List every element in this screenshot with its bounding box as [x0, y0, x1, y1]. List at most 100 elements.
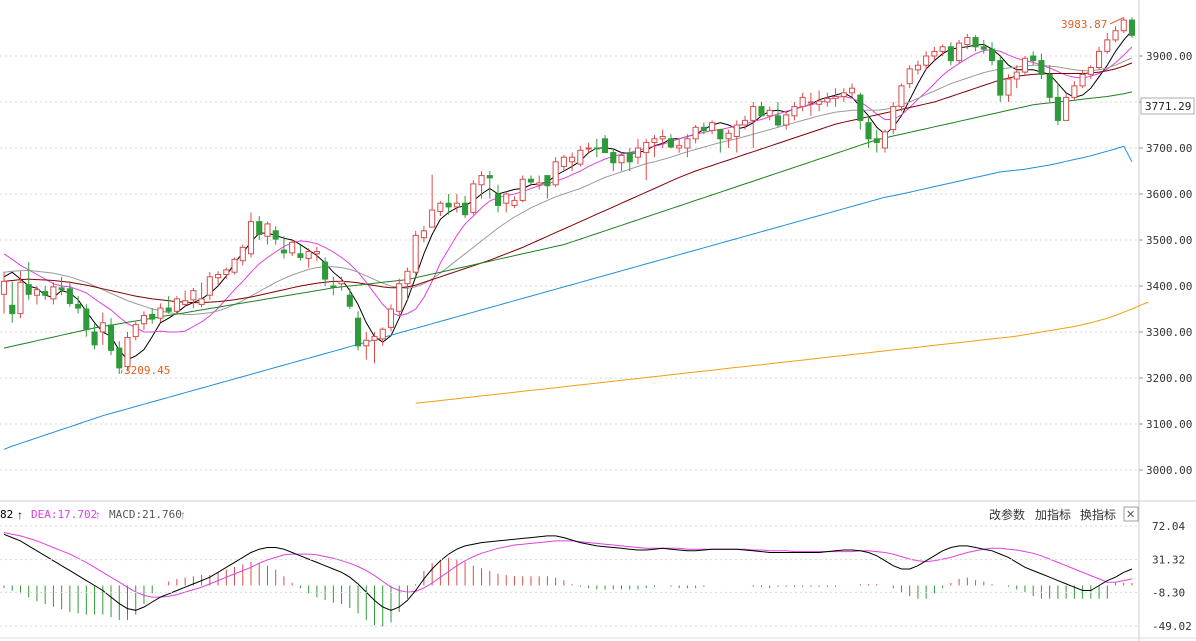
candle[interactable]	[601, 135, 609, 154]
candle[interactable]	[387, 304, 395, 332]
candle[interactable]	[453, 194, 460, 213]
candle[interactable]	[758, 102, 765, 117]
candle[interactable]	[783, 111, 790, 130]
candle[interactable]	[17, 271, 24, 319]
candle[interactable]	[182, 290, 189, 307]
candle[interactable]	[1120, 17, 1127, 33]
candle[interactable]	[898, 83, 905, 112]
candle[interactable]	[494, 184, 502, 213]
candle[interactable]	[486, 171, 493, 199]
candle[interactable]	[363, 332, 370, 360]
candle[interactable]	[379, 327, 386, 346]
candle[interactable]	[1063, 92, 1070, 121]
candle[interactable]	[988, 42, 996, 66]
candle[interactable]	[626, 148, 633, 171]
candle[interactable]	[857, 92, 864, 130]
candle[interactable]	[157, 303, 164, 322]
candle[interactable]	[91, 323, 98, 350]
candle[interactable]	[124, 332, 131, 372]
candle[interactable]	[83, 304, 90, 337]
candle[interactable]	[964, 33, 971, 50]
candle[interactable]	[799, 92, 806, 112]
candle[interactable]	[667, 134, 674, 148]
close-panel-button[interactable]	[1123, 506, 1139, 522]
candle[interactable]	[807, 92, 814, 116]
candle[interactable]	[289, 240, 296, 257]
candle[interactable]	[610, 148, 617, 171]
candle[interactable]	[766, 106, 773, 121]
candle[interactable]	[256, 216, 263, 240]
candle[interactable]	[849, 83, 856, 98]
candle[interactable]	[412, 230, 419, 277]
candle[interactable]	[1079, 69, 1086, 89]
candle[interactable]	[577, 145, 584, 167]
candle[interactable]	[354, 311, 362, 351]
candle[interactable]	[659, 129, 666, 148]
candle[interactable]	[305, 248, 312, 268]
candle[interactable]	[1021, 56, 1029, 75]
candle[interactable]	[322, 257, 329, 286]
candle[interactable]	[346, 288, 353, 309]
candle[interactable]	[527, 175, 535, 185]
candle[interactable]	[676, 138, 683, 153]
candle[interactable]	[519, 175, 526, 203]
candle[interactable]	[404, 267, 411, 300]
candle[interactable]	[643, 138, 650, 181]
candle[interactable]	[462, 195, 469, 218]
candle[interactable]	[741, 115, 749, 130]
add-indicator-button[interactable]: 加指标	[1035, 507, 1071, 522]
candle[interactable]	[824, 92, 831, 107]
candle[interactable]	[544, 175, 551, 199]
candle[interactable]	[700, 122, 707, 135]
candle[interactable]	[914, 60, 921, 75]
candle[interactable]	[569, 152, 576, 171]
candle[interactable]	[116, 341, 123, 374]
candle[interactable]	[149, 308, 156, 324]
candle[interactable]	[560, 154, 567, 171]
candle[interactable]	[231, 257, 238, 275]
candle[interactable]	[338, 276, 345, 291]
candle[interactable]	[272, 226, 279, 245]
candle[interactable]	[42, 286, 49, 300]
candle[interactable]	[396, 278, 403, 316]
candle[interactable]	[420, 226, 427, 243]
candle[interactable]	[931, 46, 938, 61]
candle[interactable]	[1104, 33, 1111, 54]
candle[interactable]	[280, 236, 287, 259]
candle[interactable]	[371, 332, 378, 364]
candle[interactable]	[478, 171, 485, 199]
candle[interactable]	[651, 135, 658, 158]
candle[interactable]	[445, 194, 452, 215]
candle[interactable]	[873, 129, 880, 153]
candle[interactable]	[1038, 53, 1045, 79]
candle[interactable]	[618, 152, 625, 171]
candle[interactable]	[684, 134, 691, 158]
candle[interactable]	[956, 39, 963, 63]
candle[interactable]	[132, 321, 139, 341]
candle[interactable]	[58, 276, 65, 296]
candle[interactable]	[750, 102, 757, 148]
candle[interactable]	[1087, 65, 1094, 79]
candle[interactable]	[66, 281, 73, 307]
candle[interactable]	[816, 90, 823, 112]
candle[interactable]	[865, 115, 872, 148]
candle[interactable]	[206, 272, 213, 300]
candle[interactable]	[725, 129, 732, 148]
candle[interactable]	[890, 102, 897, 135]
candle[interactable]	[264, 221, 271, 245]
candle[interactable]	[972, 35, 979, 52]
candle[interactable]	[717, 128, 724, 153]
candle[interactable]	[634, 138, 642, 165]
candle[interactable]	[503, 191, 510, 213]
candle[interactable]	[1005, 74, 1012, 102]
candle[interactable]	[947, 42, 954, 66]
candle[interactable]	[140, 311, 148, 330]
candle[interactable]	[190, 287, 197, 309]
candle[interactable]	[470, 180, 477, 215]
candle[interactable]	[429, 174, 436, 228]
candle[interactable]	[997, 56, 1004, 102]
candle[interactable]	[1112, 26, 1119, 43]
candle[interactable]	[165, 296, 172, 314]
